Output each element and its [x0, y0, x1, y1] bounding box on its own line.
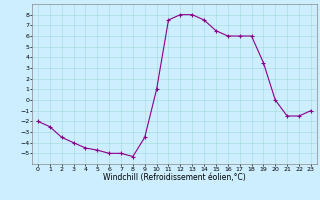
- X-axis label: Windchill (Refroidissement éolien,°C): Windchill (Refroidissement éolien,°C): [103, 173, 246, 182]
